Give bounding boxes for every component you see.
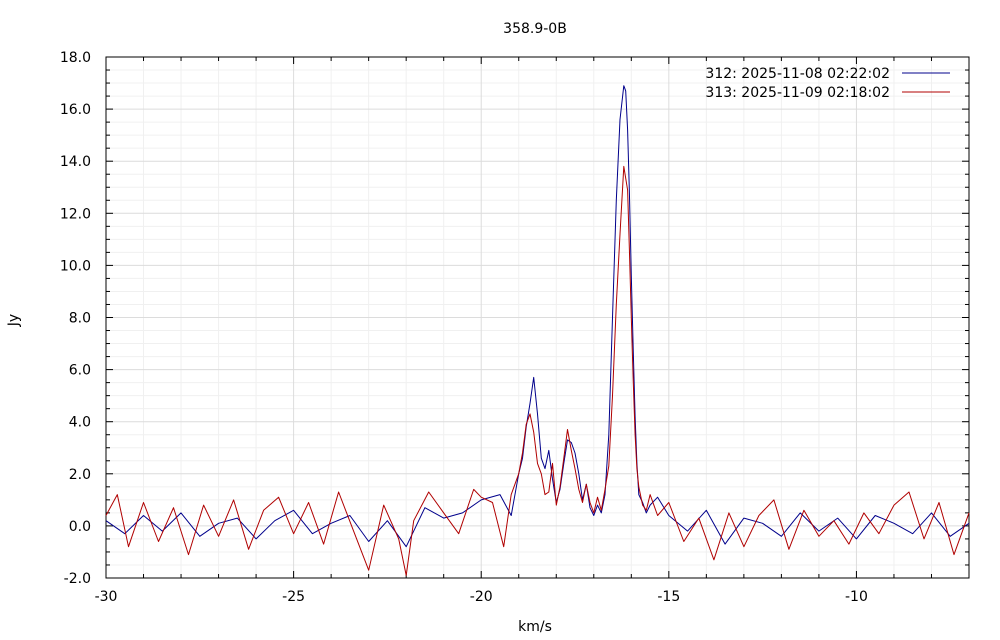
y-tick-label: 10.0 bbox=[60, 258, 91, 274]
x-axis-label: km/s bbox=[518, 619, 552, 635]
x-tick-label: -10 bbox=[845, 589, 868, 605]
chart-title: 358.9-0B bbox=[503, 21, 567, 37]
x-tick-label: -20 bbox=[470, 589, 493, 605]
y-axis-ticks: -2.0 0.0 2.0 4.0 6.0 8.0 10.0 12.0 14.0 16.0 18.0 bbox=[60, 50, 969, 587]
y-tick-label: 12.0 bbox=[60, 206, 91, 222]
x-axis-ticks: -30 -25 -20 -15 -10 bbox=[95, 57, 970, 605]
legend-label-313: 313: 2025-11-09 02:18:02 bbox=[705, 85, 890, 101]
y-axis-label: Jy bbox=[6, 314, 22, 327]
y-tick-label: 16.0 bbox=[60, 102, 91, 118]
y-tick-label: 2.0 bbox=[69, 467, 91, 483]
series-line-313 bbox=[105, 165, 970, 576]
y-tick-label: 18.0 bbox=[60, 50, 91, 66]
y-tick-label: 4.0 bbox=[69, 415, 91, 431]
x-tick-label: -30 bbox=[95, 589, 118, 605]
series-line-312 bbox=[105, 85, 970, 548]
x-tick-label: -25 bbox=[282, 589, 305, 605]
x-tick-label: -15 bbox=[657, 589, 680, 605]
y-tick-label: 14.0 bbox=[60, 154, 91, 170]
y-tick-label: 0.0 bbox=[69, 519, 91, 535]
series-layer bbox=[105, 85, 970, 576]
legend-label-312: 312: 2025-11-08 02:22:02 bbox=[705, 66, 890, 82]
y-tick-label: -2.0 bbox=[64, 571, 91, 587]
y-tick-label: 6.0 bbox=[69, 363, 91, 379]
legend: 312: 2025-11-08 02:22:02 313: 2025-11-09… bbox=[705, 66, 950, 101]
y-tick-label: 8.0 bbox=[69, 311, 91, 327]
